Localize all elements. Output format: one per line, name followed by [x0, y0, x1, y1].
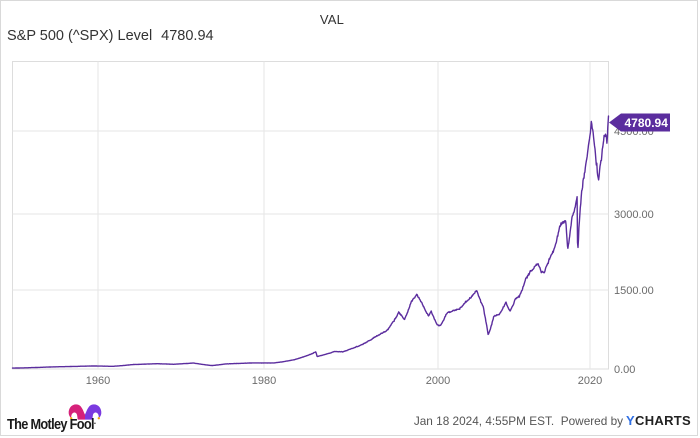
- svg-text:2020: 2020: [578, 375, 602, 387]
- svg-text:1960: 1960: [86, 375, 110, 387]
- svg-text:1980: 1980: [252, 375, 276, 387]
- svg-text:3000.00: 3000.00: [614, 209, 654, 221]
- svg-text:1500.00: 1500.00: [614, 285, 654, 297]
- svg-text:4780.94: 4780.94: [625, 116, 669, 130]
- svg-text:2000: 2000: [426, 375, 450, 387]
- svg-text:0.00: 0.00: [614, 364, 635, 376]
